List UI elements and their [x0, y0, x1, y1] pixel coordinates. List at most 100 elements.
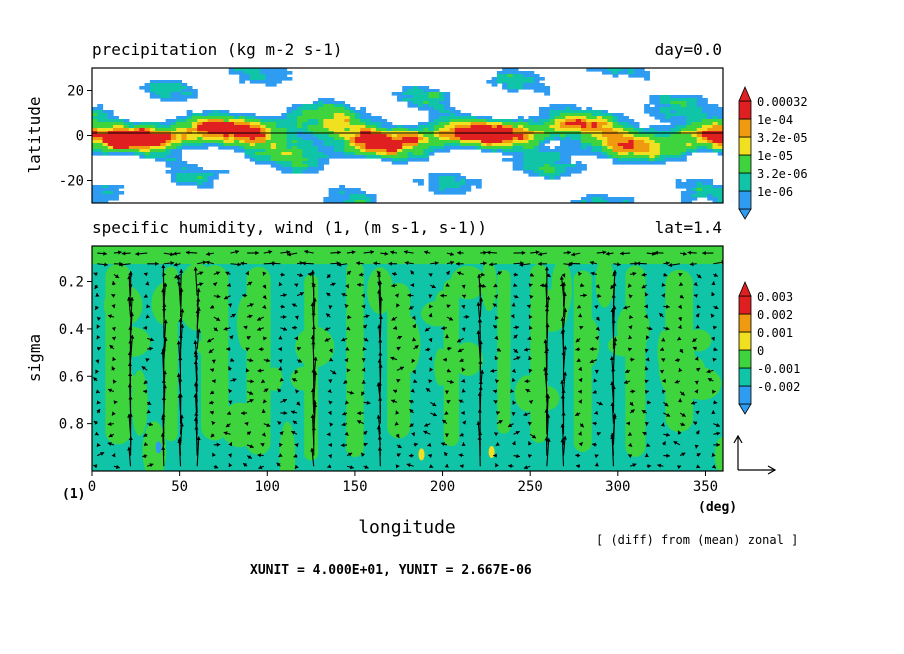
wind-vector — [95, 389, 100, 394]
precip-cell — [554, 116, 561, 120]
precip-cell — [507, 125, 514, 129]
wind-vector — [492, 389, 498, 394]
precip-cell — [165, 98, 172, 102]
precip-cell — [412, 137, 419, 141]
precip-cell — [155, 143, 161, 147]
precip-cell — [281, 146, 288, 150]
precip-cell — [312, 125, 319, 129]
wind-vector — [209, 304, 215, 309]
precip-cell — [659, 104, 666, 108]
precip-cell — [423, 125, 430, 129]
wind-vector — [177, 439, 182, 467]
precip-cell — [360, 191, 367, 195]
precip-cell — [328, 101, 335, 105]
precip-cell — [565, 152, 572, 156]
precip-cell — [544, 176, 551, 180]
precip-cell — [186, 125, 193, 129]
wind-vector — [513, 334, 518, 339]
precip-cell — [533, 140, 540, 144]
precip-cell — [502, 86, 509, 90]
precip-cell — [281, 122, 288, 126]
precip-cell — [554, 146, 561, 150]
precip-cell — [102, 146, 109, 150]
precip-cell — [312, 143, 319, 147]
precip-cell — [123, 134, 130, 138]
precip-cell — [623, 68, 629, 72]
precip-cell — [538, 164, 545, 168]
wind-vector — [679, 391, 686, 396]
precip-cell — [523, 125, 530, 129]
precip-cell — [633, 152, 640, 156]
precip-cell — [638, 143, 645, 147]
precip-cell — [454, 116, 461, 120]
wind-vector — [694, 389, 699, 394]
wind-vector — [560, 438, 565, 467]
precip-cell — [607, 200, 614, 203]
precip-cell — [691, 197, 698, 201]
precip-cell — [207, 170, 214, 174]
precip-cell — [186, 143, 193, 147]
precip-cell — [481, 119, 487, 123]
precip-cell — [244, 113, 251, 117]
precip-cell — [507, 134, 514, 138]
precip-cell — [659, 134, 666, 138]
precip-cell — [312, 128, 319, 132]
precip-cell — [454, 185, 461, 189]
precip-cell — [181, 182, 188, 186]
wind-vector — [529, 272, 535, 277]
precip-cell — [339, 113, 345, 117]
colorbar-label: 0.002 — [757, 308, 793, 322]
precip-cell — [701, 110, 708, 114]
precip-cell — [523, 74, 530, 78]
precip-cell — [439, 146, 445, 150]
wind-vector — [663, 272, 668, 277]
precip-cell — [680, 140, 687, 144]
precip-cell — [339, 128, 345, 132]
colorbar-label: 3.2e-05 — [757, 131, 808, 145]
wind-vector — [562, 435, 568, 456]
precip-cell — [207, 128, 214, 132]
precip-cell — [176, 161, 182, 165]
wind-vector — [96, 408, 101, 414]
precip-cell — [454, 188, 461, 192]
precip-cell — [654, 101, 661, 105]
precip-cell — [538, 155, 545, 159]
precip-cell — [318, 101, 324, 105]
wind-vector — [689, 262, 697, 267]
precip-cell — [418, 152, 424, 156]
precip-cell — [92, 107, 98, 111]
precip-cell — [623, 134, 629, 138]
precip-cell — [249, 113, 256, 117]
precip-cell — [496, 134, 503, 138]
precip-cell — [239, 80, 246, 84]
precip-cell — [328, 146, 335, 150]
precip-cell — [549, 173, 556, 177]
precip-cell — [533, 86, 540, 90]
precip-cell — [402, 149, 409, 153]
units-note: XUNIT = 4.000E+01, YUNIT = 2.667E-06 — [250, 563, 532, 578]
precip-cell — [370, 134, 377, 138]
wind-vector — [644, 366, 649, 371]
precip-cell — [255, 125, 261, 129]
wind-vector — [641, 284, 648, 289]
precip-cell — [591, 113, 598, 117]
precip-cell — [565, 155, 572, 159]
precip-cell — [649, 134, 656, 138]
precip-cell — [270, 83, 277, 87]
precip-cell — [102, 194, 109, 198]
precip-cell — [512, 134, 519, 138]
precip-cell — [680, 137, 687, 141]
wind-vector — [561, 351, 566, 382]
precip-cell — [559, 122, 566, 126]
precip-cell — [496, 74, 503, 78]
wind-vector — [142, 453, 148, 458]
wind-vector — [646, 464, 652, 469]
precip-cell — [113, 128, 119, 132]
precip-cell — [691, 128, 698, 132]
precip-cell — [654, 110, 661, 114]
precip-cell — [333, 146, 340, 150]
precip-cell — [665, 107, 672, 111]
precip-cell — [276, 122, 282, 126]
wind-vector — [143, 272, 148, 277]
precip-cell — [617, 113, 624, 117]
